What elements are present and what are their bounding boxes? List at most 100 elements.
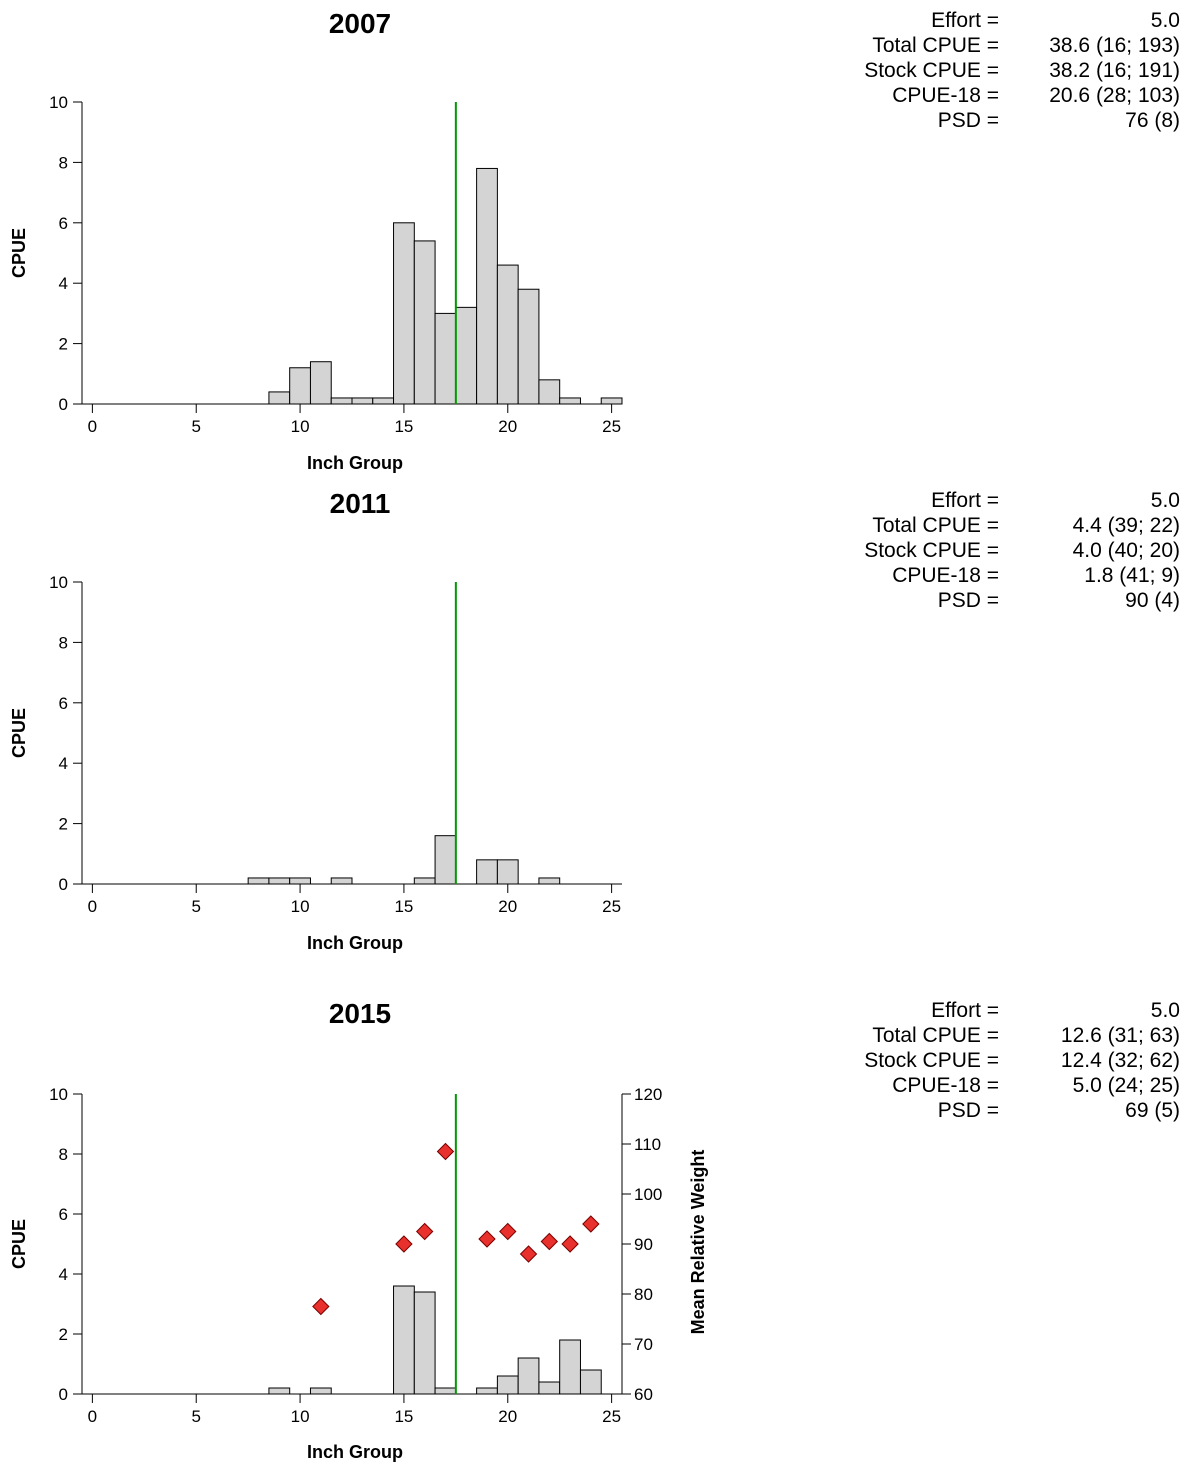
histogram-bar (330, 397, 353, 405)
histogram-bar (309, 361, 332, 405)
stat-label: CPUE-18 = (892, 1074, 999, 1097)
relative-weight-marker (395, 1235, 413, 1253)
histogram-bar (538, 379, 561, 405)
x-tick-label: 10 (291, 1407, 310, 1426)
histogram-bar (600, 397, 623, 405)
chart-panel-2011: 2011 CPUE Inch Group 0 2 4 6 8 10 0 5 10 15 20 25 (0, 480, 720, 960)
chart-title: 2015 (329, 998, 391, 1029)
stat-value: 5.0 (1150, 9, 1180, 32)
y-tick-label: 10 (49, 573, 68, 592)
y2-tick-label: 90 (634, 1235, 653, 1254)
histogram-bar (559, 397, 581, 405)
y-axis-label: CPUE (9, 228, 29, 278)
y-tick-label: 4 (59, 274, 68, 293)
histogram-bar (517, 1357, 540, 1395)
x-tick-label: 20 (498, 897, 517, 916)
x-axis-label: Inch Group (307, 1442, 403, 1462)
histogram-bar (330, 877, 353, 885)
stat-value: 90 (4) (1125, 589, 1180, 612)
histogram-bar (476, 167, 498, 405)
x-tick-label: 15 (394, 897, 413, 916)
stats-block-2015: Effort = 5.0 Total CPUE = 12.6 (31; 63) Stoc… (760, 998, 1180, 1123)
histogram-bar (538, 1381, 561, 1395)
stat-row: CPUE-18 = 1.8 (41; 9) (760, 563, 1180, 588)
stat-row: PSD = 90 (4) (760, 588, 1180, 613)
histogram-bar (496, 1375, 519, 1395)
stat-row: Stock CPUE = 38.2 (16; 191) (760, 58, 1180, 83)
histogram-bar (393, 222, 415, 405)
y-tick-label: 10 (49, 93, 68, 112)
x-tick-label: 15 (394, 1407, 413, 1426)
histogram-bar (538, 877, 561, 885)
stat-row: Stock CPUE = 12.4 (32; 62) (760, 1048, 1180, 1073)
x-tick-label: 20 (498, 1407, 517, 1426)
y2-tick-label: 60 (634, 1385, 653, 1404)
y-tick-label: 2 (59, 815, 68, 834)
y-tick-label: 0 (59, 875, 68, 894)
relative-weight-marker (540, 1232, 559, 1251)
histogram-bar (309, 1387, 332, 1395)
histogram-bar (517, 288, 540, 405)
stat-label: Effort = (931, 999, 999, 1022)
y-tick-label: 6 (59, 1205, 68, 1224)
y2-tick-label: 80 (634, 1285, 653, 1304)
histogram-bar (413, 240, 436, 405)
histogram-bar (247, 877, 270, 885)
histogram-bar (579, 1369, 602, 1395)
chart-title: 2007 (329, 8, 391, 39)
y2-tick-label: 100 (634, 1185, 662, 1204)
x-tick-label: 15 (394, 417, 413, 436)
relative-weight-marker (436, 1142, 455, 1161)
stat-label: CPUE-18 = (892, 564, 999, 587)
histogram-bar (289, 367, 311, 405)
y-axis-label: CPUE (9, 708, 29, 758)
y2-tick-label: 120 (634, 1085, 662, 1104)
stat-label: CPUE-18 = (892, 84, 999, 107)
stat-label: PSD = (937, 1099, 999, 1122)
stat-value: 69 (5) (1125, 1099, 1180, 1122)
stat-value: 4.4 (39; 22) (1072, 514, 1180, 537)
stat-label: Total CPUE = (872, 34, 999, 57)
stat-label: Stock CPUE = (864, 539, 999, 562)
histogram-bar (476, 859, 498, 885)
relative-weight-marker (582, 1215, 600, 1233)
relative-weight-marker (478, 1230, 496, 1248)
stat-value: 5.0 (1150, 489, 1180, 512)
histogram-bar (476, 1387, 498, 1395)
x-tick-label: 25 (602, 1407, 621, 1426)
y2-tick-label: 70 (634, 1335, 653, 1354)
x-tick-label: 10 (291, 417, 310, 436)
y-tick-label: 6 (59, 694, 68, 713)
x-tick-label: 25 (602, 417, 621, 436)
histogram-bar (289, 877, 311, 885)
relative-weight-marker (415, 1222, 434, 1241)
x-axis-label: Inch Group (307, 453, 403, 473)
histogram-bar (496, 859, 519, 885)
stat-label: Effort = (931, 9, 999, 32)
histogram-bar (268, 391, 291, 405)
stat-row: PSD = 76 (8) (760, 108, 1180, 133)
stat-label: Total CPUE = (872, 1024, 999, 1047)
stat-value: 12.6 (31; 63) (1060, 1024, 1180, 1047)
y-tick-label: 0 (59, 1385, 68, 1404)
stat-row: Effort = 5.0 (760, 998, 1180, 1023)
cpue-histogram-2007: 2007 CPUE Inch Group 0 2 4 6 8 10 0 5 10 15 20 25 (9, 8, 623, 473)
y-tick-label: 8 (59, 633, 68, 652)
stats-block-2011: Effort = 5.0 Total CPUE = 4.4 (39; 22) Stock… (760, 488, 1180, 613)
chart-title: 2011 (330, 488, 391, 519)
relative-weight-marker (561, 1235, 579, 1253)
histogram-bar (393, 1285, 415, 1395)
y-tick-label: 10 (49, 1085, 68, 1104)
x-tick-label: 0 (88, 417, 97, 436)
relative-weight-marker (499, 1222, 517, 1241)
histogram-bar (372, 397, 395, 405)
histogram-bar (413, 877, 436, 885)
histogram-bar (268, 877, 291, 885)
stat-row: Stock CPUE = 4.0 (40; 20) (760, 538, 1180, 563)
stat-label: Stock CPUE = (864, 59, 999, 82)
stat-row: CPUE-18 = 5.0 (24; 25) (760, 1073, 1180, 1098)
histogram-bar (496, 264, 519, 405)
y-tick-label: 8 (59, 1145, 68, 1164)
stat-value: 20.6 (28; 103) (1049, 84, 1180, 107)
histogram-bar (268, 1387, 291, 1395)
